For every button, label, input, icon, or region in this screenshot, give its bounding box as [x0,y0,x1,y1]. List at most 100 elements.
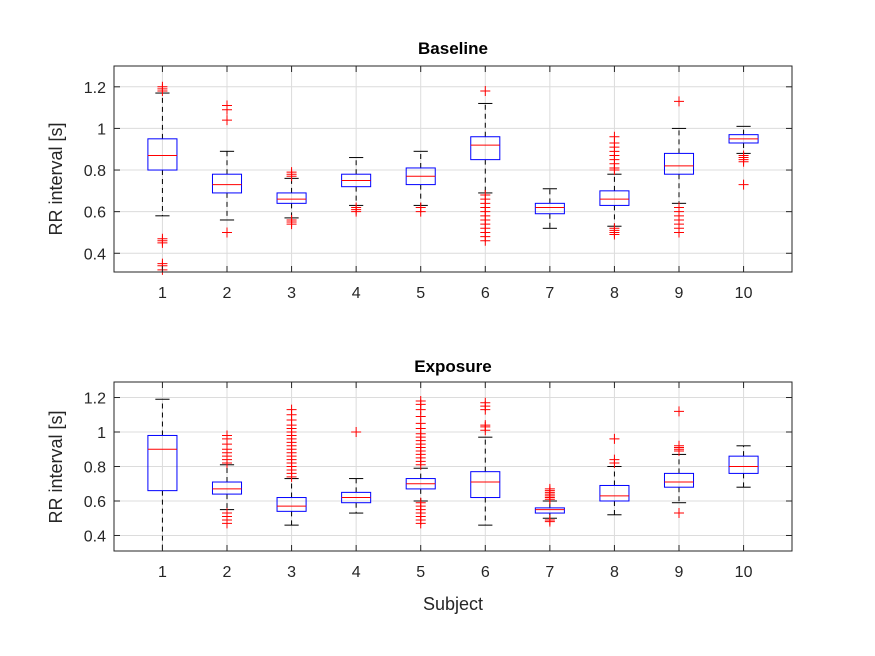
outlier-point [222,508,232,519]
x-tick-label: 5 [416,285,425,302]
outlier-point [544,514,555,525]
axes-frame [113,65,793,273]
iqr-box [276,497,307,512]
box-2 [211,430,243,529]
box-3 [276,167,307,230]
x-tick-label: 9 [675,285,684,302]
outlier-point [286,404,297,415]
y-tick-label: 0.8 [84,163,106,180]
y-tick-label: 1.2 [84,391,106,408]
y-tick-label: 1 [97,425,106,442]
iqr-box [663,152,695,175]
outlier-point [480,85,491,96]
iqr-box [276,192,307,204]
outlier-point [415,395,426,406]
outlier-point [222,115,232,126]
plot-background [114,66,792,272]
y-tick-label: 0.4 [84,246,106,263]
outlier-point [609,433,620,444]
outlier-point [674,406,684,417]
y-tick-label: 0.8 [84,460,106,477]
panel-title: Exposure [414,357,491,376]
outlier-point [480,420,491,431]
box-2 [211,100,243,238]
x-tick-label: 2 [223,564,232,581]
x-tick-label: 7 [545,285,554,302]
plot-area: 0.4 0.6 0.8 1 1.2 1 2 3 4 5 6 7 8 9 10 [84,65,793,302]
iqr-box [599,484,630,502]
x-tick-label: 2 [223,285,232,302]
x-tick-label: 4 [352,285,361,302]
box-7 [534,188,565,229]
panel-title: Baseline [418,39,488,58]
outlier-point [286,167,297,178]
outlier-point [674,202,684,213]
x-tick-label: 6 [481,564,490,581]
box-8 [599,433,630,516]
outlier-point [544,483,555,494]
outlier-point [351,427,362,438]
outlier-point [738,179,749,190]
outlier-point [157,81,168,92]
box-6 [470,397,501,526]
box-4 [341,157,372,217]
outlier-point [415,202,426,213]
x-tick-label: 8 [610,285,619,302]
outlier-point [738,150,749,161]
y-tick-label: 0.6 [84,205,106,222]
box-9 [663,96,695,238]
iqr-box [470,136,501,161]
outlier-point [480,397,491,408]
outlier-point [674,96,684,107]
x-tick-label: 3 [287,285,296,302]
box-9 [663,406,695,519]
outlier-point [222,227,232,238]
iqr-box [534,507,565,514]
exposure-panel: Exposure RR interval [s] Subject 0.40.60… [46,357,793,614]
box-5 [405,395,436,529]
x-tick-label: 7 [545,564,554,581]
plot-area: 0.4 0.6 0.8 1 1.2 1 2 3 4 5 6 7 8 9 10 [84,381,793,581]
y-tick-label: 1.2 [84,80,106,97]
box-10 [728,445,759,488]
iqr-box [147,138,178,171]
iqr-box [599,190,630,206]
box-10 [728,125,759,190]
x-tick-label: 10 [735,285,753,302]
x-tick-label: 8 [610,564,619,581]
outlier-point [609,131,620,142]
box-8 [599,131,630,240]
box-7 [534,483,565,527]
outlier-point [351,202,362,213]
iqr-box [534,202,565,215]
box-1 [147,81,178,275]
x-tick-label: 1 [158,564,167,581]
y-axis-label: RR interval [s] [46,410,66,523]
box-3 [276,404,307,526]
x-tick-label: 3 [287,564,296,581]
y-axis-label: RR interval [s] [46,122,66,235]
y-tick-label: 1 [97,121,106,138]
outlier-point [674,440,684,451]
iqr-box [211,481,243,495]
outlier-point [286,214,297,225]
iqr-box [663,472,695,488]
baseline-panel: Baseline RR interval [s] 0.4 0.6 0.8 1 1.2 1 2… [46,39,793,302]
iqr-box [470,471,501,499]
box-4 [341,427,372,514]
outlier-point [674,508,684,519]
outlier-point [222,430,232,441]
x-tick-label: 5 [416,564,425,581]
outlier-point [222,100,232,111]
outlier-point [609,454,620,465]
iqr-box [728,455,759,474]
y-tick-label: 0.6 [84,494,106,511]
outlier-point [609,223,620,234]
outlier-point [157,233,168,244]
outlier-point [480,190,491,201]
iqr-box [211,173,243,194]
x-tick-label: 6 [481,285,490,302]
box-5 [405,150,436,217]
x-tick-label: 9 [675,564,684,581]
